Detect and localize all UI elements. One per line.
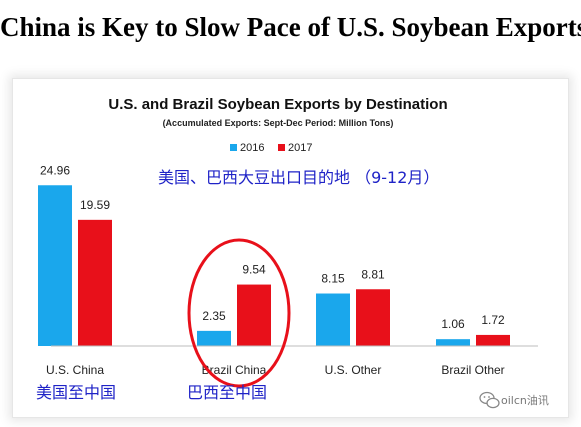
- chinese-title-annotation: 美国、巴西大豆出口目的地 （9-12月）: [158, 168, 439, 187]
- legend-swatch-2016: [230, 144, 237, 151]
- category-label: Brazil Other: [441, 363, 504, 377]
- brazil-to-china-annotation: 巴西至中国: [187, 383, 267, 402]
- category-label: Brazil China: [202, 363, 267, 377]
- chart-subtitle: (Accumulated Exports: Sept-Dec Period: M…: [163, 118, 394, 128]
- legend-label-2016: 2016: [240, 142, 264, 154]
- data-label: 8.15: [321, 272, 345, 286]
- chart-title: U.S. and Brazil Soybean Exports by Desti…: [108, 96, 447, 113]
- bars: 24.96 19.59 2.35 9.54 8.15 8.81 1.06 1.72: [38, 163, 510, 346]
- bar-brazil-other-2016: [436, 339, 470, 346]
- bar-brazil-other-2017: [476, 334, 510, 346]
- category-labels: U.S. China Brazil China U.S. Other Brazil O…: [46, 363, 505, 377]
- bar-u-s-other-2016: [316, 293, 350, 346]
- us-to-china-annotation: 美国至中国: [36, 383, 116, 402]
- category-label: U.S. China: [46, 363, 104, 377]
- data-label: 2.35: [202, 309, 226, 323]
- bar-brazil-china-2017: [237, 284, 271, 346]
- headline: China is Key to Slow Pace of U.S. Soybea…: [0, 12, 581, 42]
- data-label: 24.96: [40, 163, 70, 177]
- category-label: U.S. Other: [325, 363, 382, 377]
- bar-u-s-china-2017: [78, 219, 112, 346]
- watermark: oilcn油讯: [479, 391, 549, 409]
- legend-swatch-2017: [278, 144, 285, 151]
- data-label: 19.59: [80, 198, 110, 212]
- chart-panel: U.S. and Brazil Soybean Exports by Desti…: [12, 78, 569, 418]
- bar-u-s-china-2016: [38, 185, 72, 346]
- bar-brazil-china-2016: [197, 330, 231, 346]
- wechat-icon: [479, 391, 500, 409]
- watermark-text: oilcn油讯: [501, 393, 549, 407]
- bar-u-s-other-2017: [356, 289, 390, 346]
- data-label: 1.06: [441, 317, 465, 331]
- data-label: 9.54: [242, 263, 266, 277]
- legend: 2016 2017: [230, 142, 312, 154]
- data-label: 8.81: [361, 267, 385, 281]
- chart: U.S. and Brazil Soybean Exports by Desti…: [36, 96, 549, 409]
- legend-label-2017: 2017: [288, 142, 312, 154]
- data-label: 1.72: [481, 313, 505, 327]
- highlight-ellipse: [187, 238, 291, 388]
